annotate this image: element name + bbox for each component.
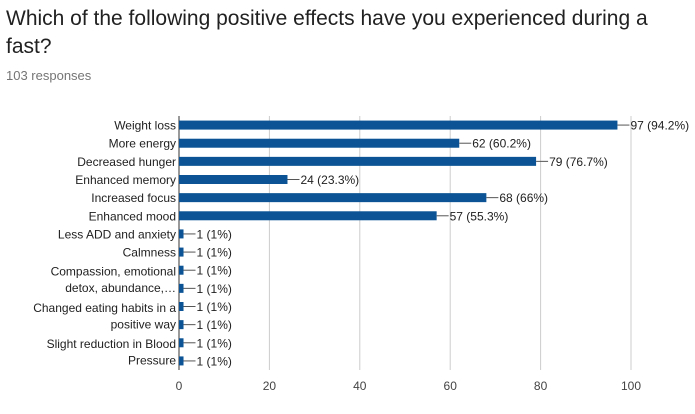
x-tick-label: 20 [263, 379, 277, 393]
bar [179, 138, 460, 148]
category-label: Slight reduction in Blood Pressure [47, 337, 177, 368]
data-label: 97 (94.2%) [630, 119, 689, 133]
category-label: Decreased hunger [77, 155, 176, 169]
data-label: 1 (1%) [197, 354, 232, 368]
category-label: Changed eating habits in a positive way [33, 301, 176, 332]
category-label: Less ADD and anxiety [58, 227, 176, 241]
bar [179, 175, 288, 184]
data-label: 57 (55.3%) [450, 209, 509, 223]
question-title: Which of the following positive effects … [6, 7, 648, 58]
bar [179, 356, 184, 366]
x-tick-label: 60 [444, 379, 458, 393]
bar [179, 302, 184, 311]
bar [179, 320, 184, 330]
data-label: 1 (1%) [197, 264, 232, 278]
bar [179, 265, 184, 275]
bar [179, 193, 487, 203]
data-label: 1 (1%) [197, 336, 232, 350]
response-count: 103 responses [6, 68, 92, 83]
bar [179, 120, 618, 130]
data-label: 1 (1%) [197, 300, 232, 314]
category-label: More energy [109, 137, 176, 151]
bar [179, 229, 184, 239]
category-label: Weight loss [114, 119, 176, 133]
data-label: 1 (1%) [197, 282, 232, 296]
category-label: Enhanced memory [75, 173, 176, 187]
data-label: 1 (1%) [197, 318, 232, 332]
bar [179, 247, 184, 257]
x-tick-label: 0 [176, 379, 183, 393]
category-label: Calmness [123, 246, 176, 260]
bar [179, 338, 184, 348]
bar [179, 156, 537, 166]
data-label: 1 (1%) [197, 227, 232, 241]
data-label: 1 (1%) [197, 246, 232, 260]
x-tick-label: 40 [353, 379, 367, 393]
x-tick-label: 100 [621, 379, 641, 393]
category-label: Increased focus [91, 191, 176, 205]
category-label: Enhanced mood [89, 209, 176, 223]
data-label: 62 (60.2%) [472, 137, 531, 151]
x-tick-label: 80 [534, 379, 548, 393]
data-label: 24 (23.3%) [300, 173, 359, 187]
category-label: Compassion, emotional detox, abundance,… [51, 265, 176, 296]
bar [179, 211, 437, 221]
data-label: 79 (76.7%) [549, 155, 608, 169]
data-label: 68 (66%) [499, 191, 548, 205]
bar [179, 283, 184, 293]
